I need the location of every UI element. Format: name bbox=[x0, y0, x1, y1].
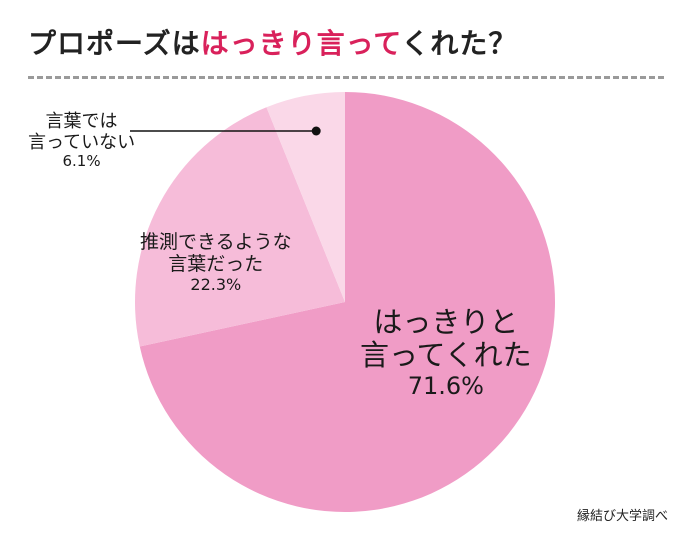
label-line-2: 言っていない bbox=[28, 131, 136, 153]
slice-label-implied-words: 推測できるような 言葉だった 22.3% bbox=[140, 231, 292, 294]
title-highlight: はっきり言って bbox=[200, 27, 402, 60]
slice-label-clearly-said: はっきりと 言ってくれた 71.6% bbox=[360, 305, 532, 400]
title-part-3: くれた？ bbox=[401, 27, 518, 60]
slice-label-not-said: 言葉では 言っていない 6.1% bbox=[28, 111, 136, 171]
title-part-1: プロポーズは bbox=[28, 27, 201, 60]
dashed-divider bbox=[28, 76, 664, 79]
slice-value: 22.3% bbox=[190, 274, 242, 294]
chart-title: プロポーズははっきり言ってくれた？ bbox=[28, 22, 517, 62]
label-line-2: 言ってくれた bbox=[360, 338, 532, 373]
label-line-1: 推測できるような bbox=[140, 231, 292, 253]
pie-slice-implied-words bbox=[135, 107, 345, 347]
pie-slice-clearly-said bbox=[139, 92, 556, 513]
leader-dot bbox=[311, 126, 321, 136]
slice-value: 6.1% bbox=[62, 152, 101, 171]
pie-slice-not-said bbox=[266, 92, 345, 302]
slice-value: 71.6% bbox=[407, 371, 484, 400]
label-line-2: 言葉だった bbox=[168, 252, 264, 275]
label-line-1: 言葉では bbox=[45, 111, 118, 132]
label-line-1: はっきりと bbox=[373, 305, 519, 339]
source-note: 縁結び大学調べ bbox=[576, 509, 668, 524]
